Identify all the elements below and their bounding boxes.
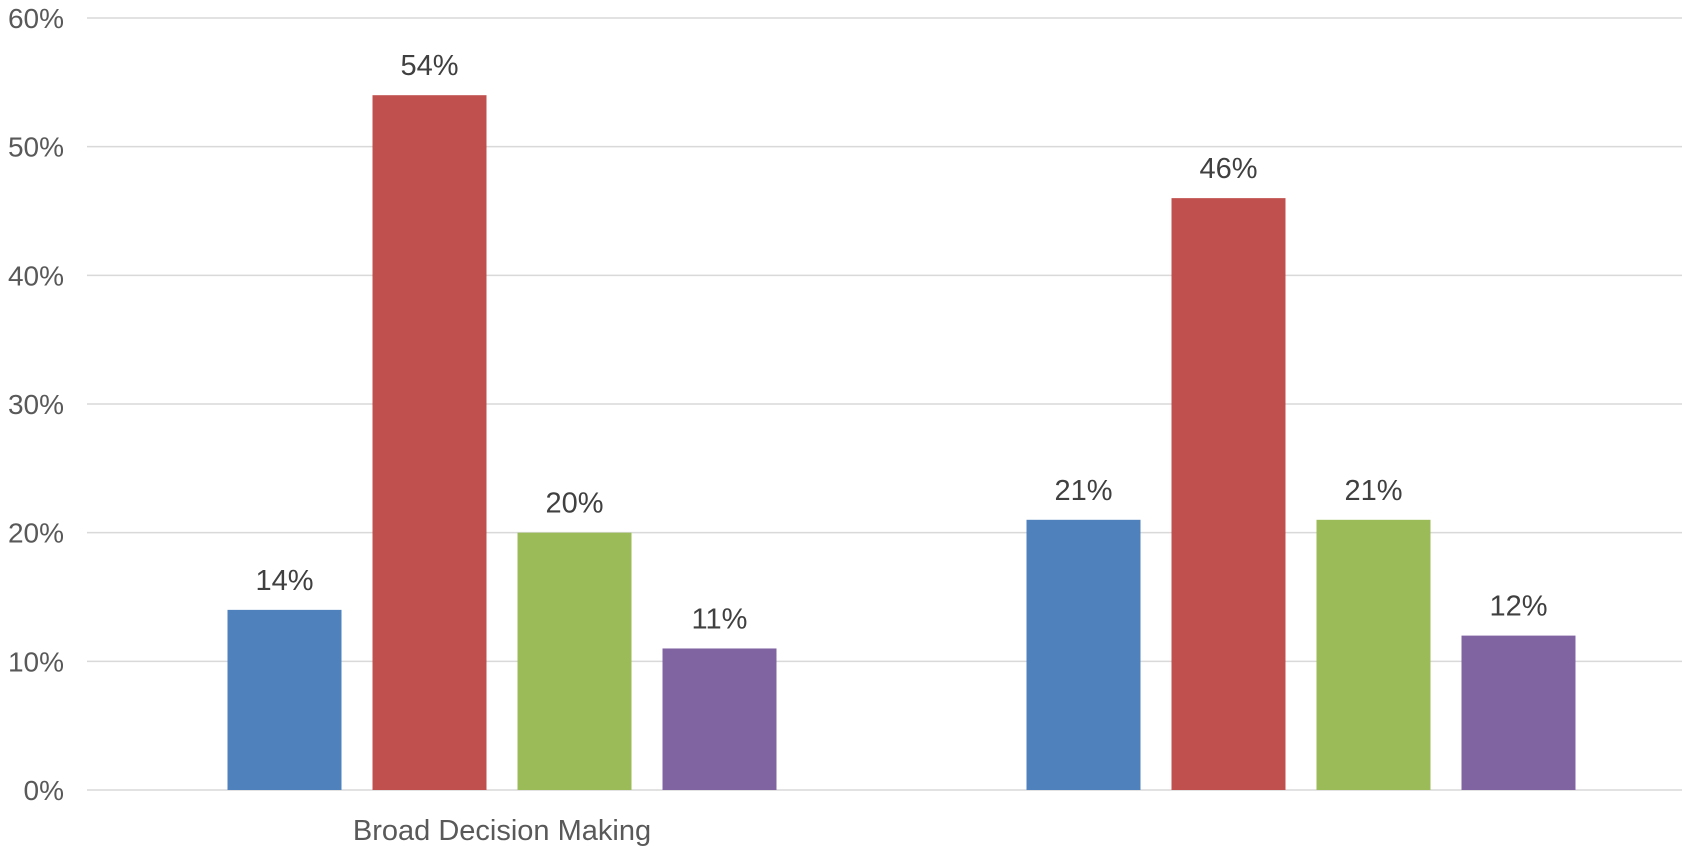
data-label: 20% <box>545 488 603 520</box>
y-tick-label: 60% <box>8 3 64 34</box>
data-label: 21% <box>1344 475 1402 507</box>
bar-series-1-group-1 <box>227 609 342 790</box>
data-labels: 14% 54% 20% 11% 21% 46% 21% 12% <box>255 50 1547 635</box>
bar-series-3-group-2 <box>1316 519 1431 790</box>
data-label: 21% <box>1054 475 1112 507</box>
y-tick-label: 50% <box>8 132 64 163</box>
x-category-label: Broad Decision Making <box>353 815 651 846</box>
bar-series-1-group-2 <box>1026 519 1141 790</box>
bar-series-4-group-2 <box>1461 635 1576 790</box>
y-tick-label: 10% <box>8 646 64 677</box>
y-tick-label: 0% <box>24 775 64 806</box>
data-label: 11% <box>692 603 748 635</box>
bar-series-2-group-2 <box>1171 198 1286 791</box>
y-tick-label: 30% <box>8 389 64 420</box>
bar-series-2-group-1 <box>372 95 487 790</box>
data-label: 54% <box>400 50 458 82</box>
y-tick-label: 40% <box>8 260 64 291</box>
bar-series-4-group-1 <box>662 648 777 790</box>
bar-series-3-group-1 <box>517 532 632 790</box>
data-label: 14% <box>255 565 313 597</box>
data-label: 12% <box>1489 591 1547 623</box>
gridlines <box>87 17 1682 791</box>
y-tick-label: 20% <box>8 518 64 549</box>
data-label: 46% <box>1199 153 1257 185</box>
bars <box>227 95 1576 791</box>
y-axis-tick-labels: 0% 10% 20% 30% 40% 50% 60% <box>8 3 64 806</box>
x-axis-category-labels: Broad Decision Making <box>353 815 651 846</box>
